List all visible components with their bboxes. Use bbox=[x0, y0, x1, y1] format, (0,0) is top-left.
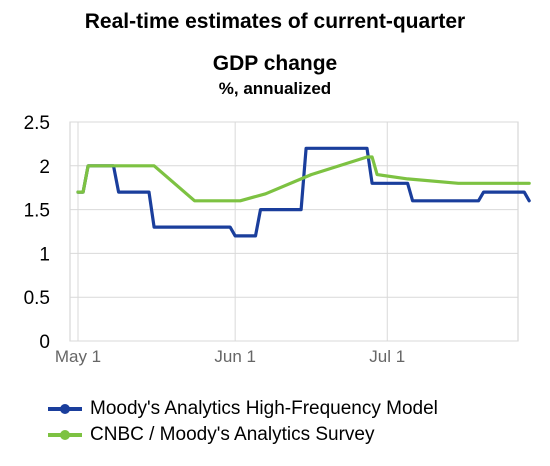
chart-subtitle: GDP change bbox=[212, 52, 338, 75]
y-tick-label: 2 bbox=[39, 157, 50, 178]
x-tick-label: May 1 bbox=[55, 347, 101, 366]
legend-label-survey: CNBC / Moody's Analytics Survey bbox=[90, 424, 375, 445]
plot-frame bbox=[69, 121, 519, 342]
y-tick-label: 2.5 bbox=[24, 113, 50, 134]
legend-label-high-frequency-model: Moody's Analytics High-Frequency Model bbox=[90, 398, 438, 419]
x-tick-label: Jul 1 bbox=[369, 347, 405, 366]
y-tick-label: 1 bbox=[39, 244, 50, 265]
y-tick-label: 1.5 bbox=[24, 201, 50, 222]
legend-swatch-survey bbox=[48, 430, 82, 440]
chart-unit-label: %, annualized bbox=[218, 79, 332, 98]
series-line-survey bbox=[76, 155, 531, 203]
x-tick-label: Jun 1 bbox=[214, 347, 256, 366]
y-tick-label: 0 bbox=[39, 332, 50, 353]
legend-swatch-high-frequency-model bbox=[48, 404, 82, 414]
legend-item-high-frequency-model: Moody's Analytics High-Frequency Model bbox=[48, 398, 438, 420]
y-tick-label: 0.5 bbox=[24, 288, 50, 309]
series-line-high-frequency-model bbox=[76, 146, 531, 238]
chart-title: Real-time estimates of current-quarter bbox=[84, 10, 466, 33]
legend-item-survey: CNBC / Moody's Analytics Survey bbox=[48, 424, 375, 446]
